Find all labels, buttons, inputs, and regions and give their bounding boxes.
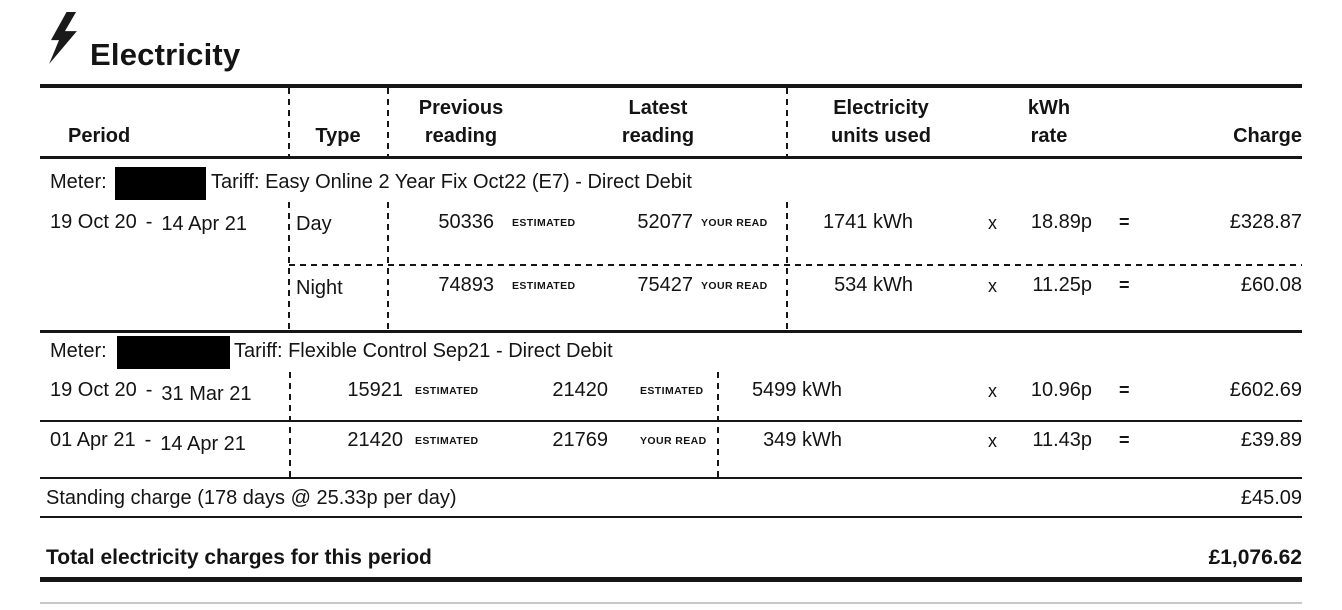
multiply-symbol: x [988,213,997,233]
total-label: Total electricity charges for this perio… [46,546,432,569]
tariff-text: Tariff: Flexible Control Sep21 - Direct … [234,340,613,362]
meter-register-type: Night [296,277,343,299]
units-used-value: 1741 kWh [822,211,913,233]
previous-reading-value: 21420 [347,429,403,451]
header-col-divider [786,88,788,156]
meter-number-redacted [117,336,230,369]
meter-number-redacted [115,167,206,200]
rate-value: 11.43p [1032,429,1092,451]
meter-register-type: Day [296,213,332,235]
equals-symbol: = [1119,212,1130,232]
header-type: Type [315,125,361,147]
table-top-rule [40,84,1302,88]
page-title: Electricity [90,37,241,72]
meter-label: Meter: [50,340,107,362]
units-used-value: 5499 kWh [751,379,842,401]
section2-col-divider [717,372,719,477]
rate-value: 18.89p [1030,211,1092,233]
header-charge: Charge [1233,125,1302,147]
multiply-symbol: x [988,431,997,451]
lightning-bolt-icon [49,12,77,64]
latest-reading-value: 21769 [552,429,608,451]
header-units: Electricity units used [830,97,931,147]
standing-charge-label: Standing charge (178 days @ 25.33p per d… [46,487,457,509]
previous-reading-value: 15921 [347,379,403,401]
period-separator: - [145,211,153,233]
section1-col-divider [387,202,389,330]
units-used-value: 349 kWh [763,429,842,451]
equals-symbol: = [1119,380,1130,400]
standing-charge-bottom-rule [40,516,1302,518]
charge-value: £328.87 [1229,211,1302,233]
charge-value: £60.08 [1240,274,1302,296]
total-rule [40,577,1302,582]
previous-reading-tag: ESTIMATED [415,385,479,397]
period-separator: - [145,379,153,401]
units-used-value: 534 kWh [834,274,913,296]
header-col-divider [387,88,389,156]
charge-value: £39.89 [1240,429,1302,451]
section1-bottom-rule [40,330,1302,333]
section2-row-divider-rule [40,420,1302,422]
header-col-divider [288,88,290,156]
previous-reading-tag: ESTIMATED [415,435,479,447]
charge-value: £602.69 [1229,379,1302,401]
standing-charge-value: £45.09 [1240,487,1302,509]
header-period: Period [68,125,131,147]
period-range: 01 Apr 21-14 Apr 21 [50,429,246,455]
period-range: 19 Oct 20-31 Mar 21 [50,379,252,405]
tariff-text: Tariff: Easy Online 2 Year Fix Oct22 (E7… [211,171,692,193]
section1-col-divider [786,202,788,330]
period-range: 19 Oct 20-14 Apr 21 [50,211,248,235]
previous-reading-tag: ESTIMATED [512,217,576,229]
latest-reading-value: 21420 [552,379,608,401]
header-rate: kWh rate [1027,97,1071,147]
latest-reading-value: 52077 [637,211,693,233]
multiply-symbol: x [988,381,997,401]
previous-reading-value: 50336 [438,211,494,233]
previous-reading-tag: ESTIMATED [512,280,576,292]
latest-reading-value: 75427 [637,274,693,296]
multiply-symbol: x [988,276,997,296]
header-previous-reading: Previous reading [418,97,504,147]
latest-reading-tag: YOUR READ [701,217,768,229]
header-latest-reading: Latest reading [621,97,695,147]
period-separator: - [144,429,152,451]
latest-reading-tag: YOUR READ [701,280,768,292]
header-bottom-rule [40,156,1302,159]
equals-symbol: = [1119,430,1130,450]
standing-charge-top-rule [40,477,1302,479]
latest-reading-tag: YOUR READ [640,435,707,447]
meter-label: Meter: [50,171,107,193]
equals-symbol: = [1119,275,1130,295]
rate-value: 11.25p [1032,274,1092,296]
previous-reading-value: 74893 [438,274,494,296]
latest-reading-tag: ESTIMATED [640,385,704,397]
rate-value: 10.96p [1030,379,1092,401]
total-value: £1,076.62 [1208,546,1302,569]
day-night-divider-dashed [289,264,1302,266]
page-bottom-faint-rule [40,602,1302,604]
section1-col-divider [288,202,290,330]
section2-col-divider [289,372,291,477]
